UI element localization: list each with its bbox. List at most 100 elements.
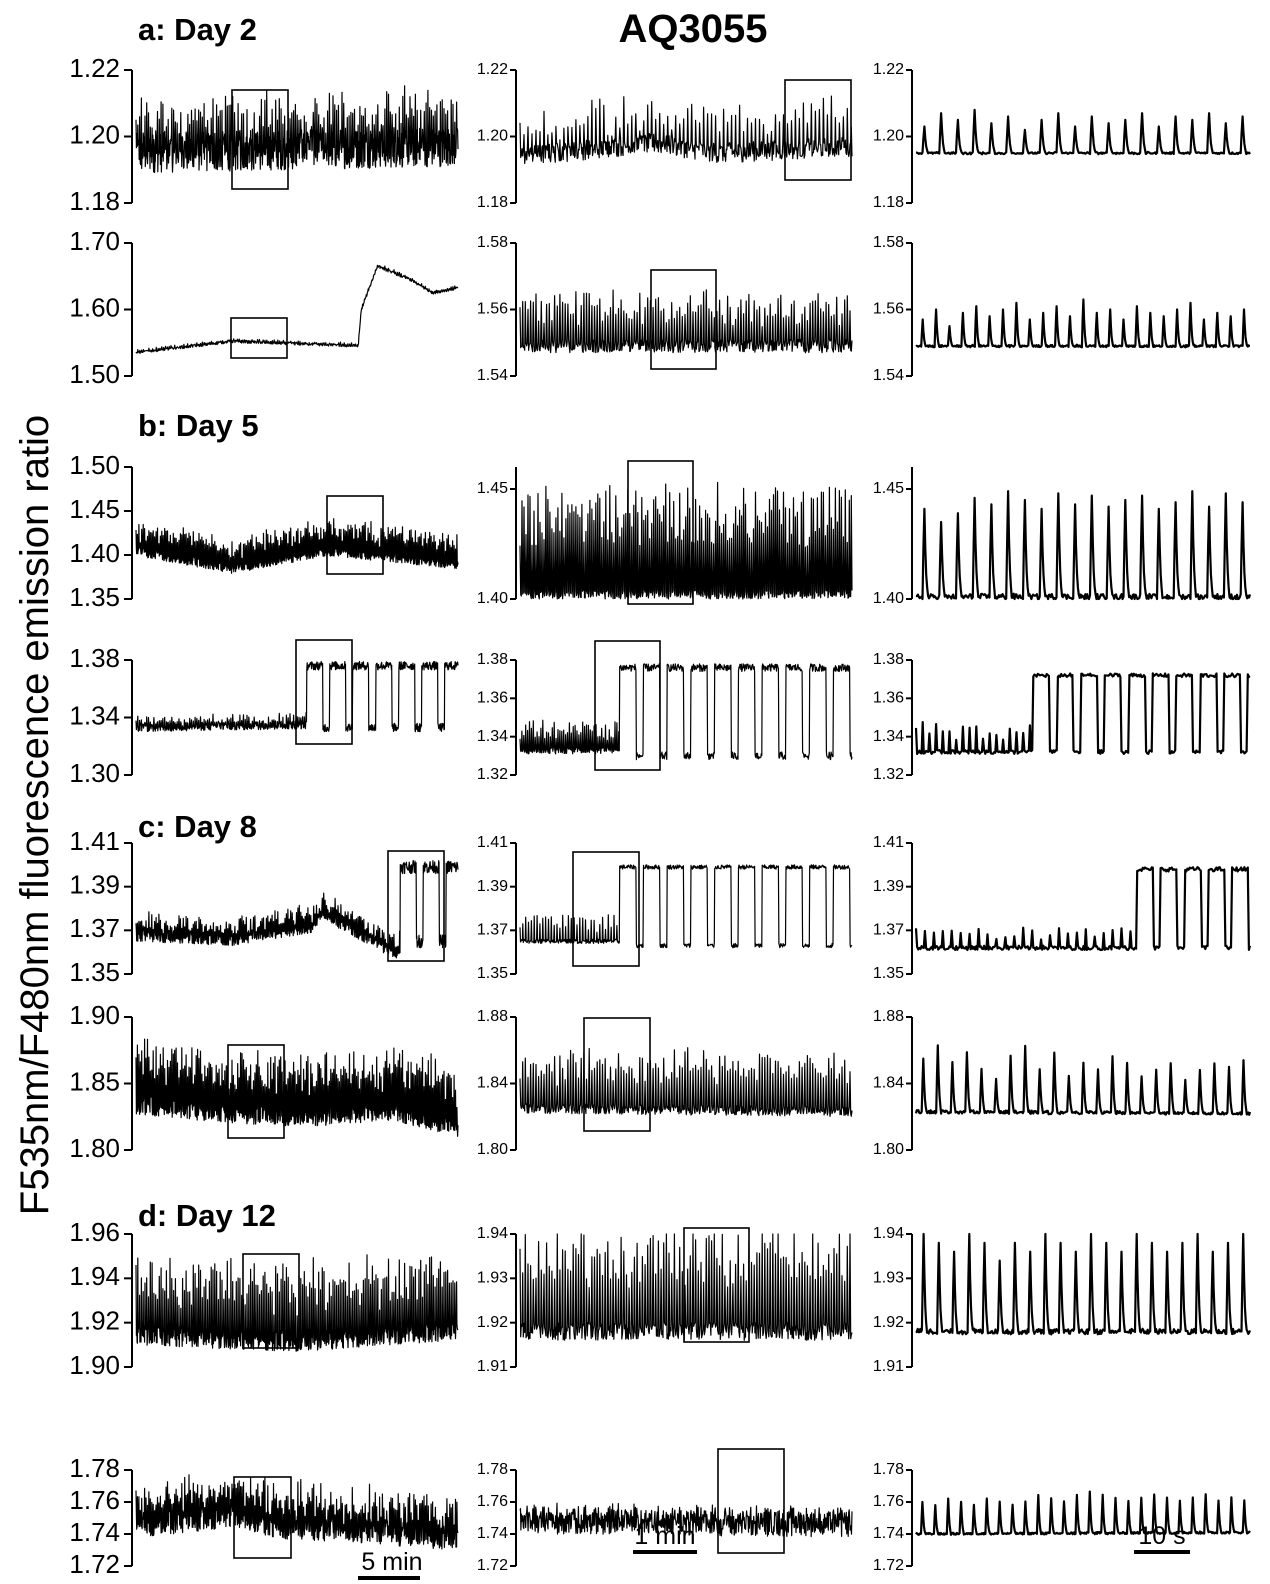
y-tick-label: 1.94 (873, 1225, 904, 1242)
zoom-box (326, 495, 384, 575)
y-tick-label: 1.92 (69, 1306, 120, 1336)
y-tick-label: 1.90 (69, 1000, 120, 1030)
y-tick-label: 1.72 (477, 1557, 508, 1574)
plot-p1-r0-c0: 1.35 1.40 1.45 1.50 (69, 450, 459, 612)
y-tick-label: 1.80 (69, 1133, 120, 1163)
plot-p0-r1-c0: 1.50 1.60 1.70 (69, 226, 459, 389)
series-line (519, 1502, 853, 1538)
y-tick-label: 1.56 (873, 301, 904, 318)
y-tick-label: 1.36 (873, 690, 904, 707)
series-line (519, 1233, 853, 1341)
zoom-box (295, 639, 353, 745)
y-tick-label: 1.80 (477, 1141, 508, 1158)
y-tick-label: 1.94 (69, 1261, 120, 1291)
series-line (135, 85, 459, 174)
panel-label-b: b: Day 5 (138, 408, 259, 443)
y-tick-label: 1.39 (873, 878, 904, 895)
y-tick-label: 1.72 (873, 1557, 904, 1574)
y-tick-label: 1.40 (873, 590, 904, 607)
series-line (914, 866, 1252, 952)
panel-label-a: a: Day 2 (138, 12, 257, 47)
plot-p2-r0-c2: 1.35 1.37 1.39 1.41 (873, 834, 1252, 982)
y-tick-label: 1.58 (873, 234, 904, 251)
panel-label-c: c: Day 8 (138, 809, 257, 844)
y-tick-label: 1.40 (477, 590, 508, 607)
y-tick-label: 1.22 (873, 61, 904, 78)
series-line (915, 298, 1251, 349)
series-line (135, 518, 459, 574)
zoom-box (784, 79, 852, 181)
y-tick-label: 1.88 (873, 1008, 904, 1025)
y-tick-label: 1.22 (69, 53, 120, 83)
series-line (915, 1232, 1252, 1336)
zoom-box (650, 269, 717, 370)
plot-p1-r1-c1: 1.32 1.34 1.36 1.38 (477, 640, 853, 783)
y-tick-label: 1.91 (477, 1358, 508, 1375)
plot-p3-r0-c1: 1.91 1.92 1.93 1.94 (477, 1225, 853, 1375)
y-tick-label: 1.20 (477, 128, 508, 145)
plot-p3-r1-c1: 1.72 1.74 1.76 1.78 (477, 1448, 853, 1574)
y-tick-label: 1.39 (69, 870, 120, 900)
series-line (914, 1044, 1252, 1116)
y-tick-label: 1.45 (477, 480, 508, 497)
y-tick-label: 1.50 (69, 359, 120, 389)
y-tick-label: 1.74 (477, 1525, 508, 1542)
y-tick-label: 1.70 (69, 226, 120, 256)
scale-bar-5min-label: 5 min (361, 1548, 422, 1576)
y-tick-label: 1.38 (477, 651, 508, 668)
y-tick-label: 1.92 (873, 1314, 904, 1331)
series-line (135, 660, 459, 733)
plot-p1-r1-c2: 1.32 1.34 1.36 1.38 (873, 651, 1251, 783)
series-line (519, 864, 853, 949)
y-tick-label: 1.76 (477, 1493, 508, 1510)
series-line (519, 663, 853, 761)
y-tick-label: 1.93 (873, 1270, 904, 1287)
zoom-box (230, 317, 288, 359)
plot-p1-r0-c2: 1.40 1.45 (873, 467, 1252, 607)
panel-label-d: d: Day 12 (138, 1198, 276, 1233)
zoom-box (627, 460, 694, 605)
y-tick-label: 1.37 (873, 922, 904, 939)
plot-p3-r0-c2: 1.91 1.92 1.93 1.94 (873, 1225, 1252, 1375)
zoom-box (227, 1044, 285, 1139)
y-tick-label: 1.32 (477, 766, 508, 783)
y-axis-label: F535nm/F480nm fluorescence emission rati… (13, 415, 57, 1215)
zoom-box (242, 1253, 300, 1349)
y-tick-label: 1.54 (477, 367, 508, 384)
y-tick-label: 1.35 (69, 957, 120, 987)
plot-p2-r1-c1: 1.80 1.84 1.88 (477, 1008, 853, 1158)
y-tick-label: 1.96 (69, 1217, 120, 1247)
y-tick-label: 1.78 (69, 1453, 120, 1483)
plot-p0-r0-c2: 1.18 1.20 1.22 (873, 61, 1251, 211)
y-tick-label: 1.38 (873, 651, 904, 668)
y-tick-label: 1.20 (873, 128, 904, 145)
series-line (914, 672, 1251, 755)
zoom-box (231, 89, 289, 190)
y-tick-label: 1.30 (69, 758, 120, 788)
y-tick-label: 1.39 (477, 878, 508, 895)
y-tick-label: 1.50 (69, 450, 120, 480)
series-line (915, 1490, 1251, 1536)
series-line (519, 289, 853, 354)
y-tick-label: 1.84 (477, 1075, 508, 1092)
plots-layer: 1.18 1.20 1.22 1.18 1.20 1.22 1.18 1.20 1.22 1.50… (69, 53, 1252, 1579)
series-line (135, 859, 459, 959)
plot-p3-r1-c2: 1.72 1.74 1.76 1.78 (873, 1461, 1251, 1574)
y-tick-label: 1.56 (477, 301, 508, 318)
y-tick-label: 1.72 (69, 1549, 120, 1579)
plot-p2-r0-c0: 1.35 1.37 1.39 1.41 (69, 826, 459, 987)
series-line (915, 490, 1252, 601)
y-tick-label: 1.54 (873, 367, 904, 384)
series-line (519, 95, 853, 165)
y-tick-label: 1.34 (873, 728, 904, 745)
series-line (519, 481, 853, 600)
plot-p3-r1-c0: 1.721.741.761.78 (69, 1453, 459, 1579)
series-line (135, 1254, 459, 1352)
plot-p1-r1-c0: 1.30 1.34 1.38 (69, 639, 459, 788)
figure-title: AQ3055 (619, 7, 768, 51)
zoom-box (594, 640, 661, 771)
y-tick-label: 1.41 (69, 826, 120, 856)
y-tick-label: 1.34 (69, 700, 120, 730)
plot-p3-r0-c0: 1.90 1.92 1.94 1.96 (69, 1217, 459, 1380)
